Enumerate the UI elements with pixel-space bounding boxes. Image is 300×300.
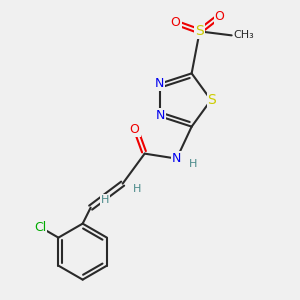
Text: N: N bbox=[172, 152, 181, 165]
Text: O: O bbox=[171, 16, 181, 29]
Text: Cl: Cl bbox=[34, 221, 46, 234]
Text: S: S bbox=[195, 24, 204, 38]
Text: CH₃: CH₃ bbox=[234, 30, 254, 40]
Text: H: H bbox=[133, 184, 141, 194]
Text: H: H bbox=[100, 195, 109, 205]
Text: S: S bbox=[208, 93, 216, 107]
Text: O: O bbox=[215, 10, 225, 23]
Text: O: O bbox=[130, 123, 140, 136]
Text: N: N bbox=[155, 77, 164, 90]
Text: H: H bbox=[188, 159, 197, 169]
Text: N: N bbox=[156, 109, 165, 122]
